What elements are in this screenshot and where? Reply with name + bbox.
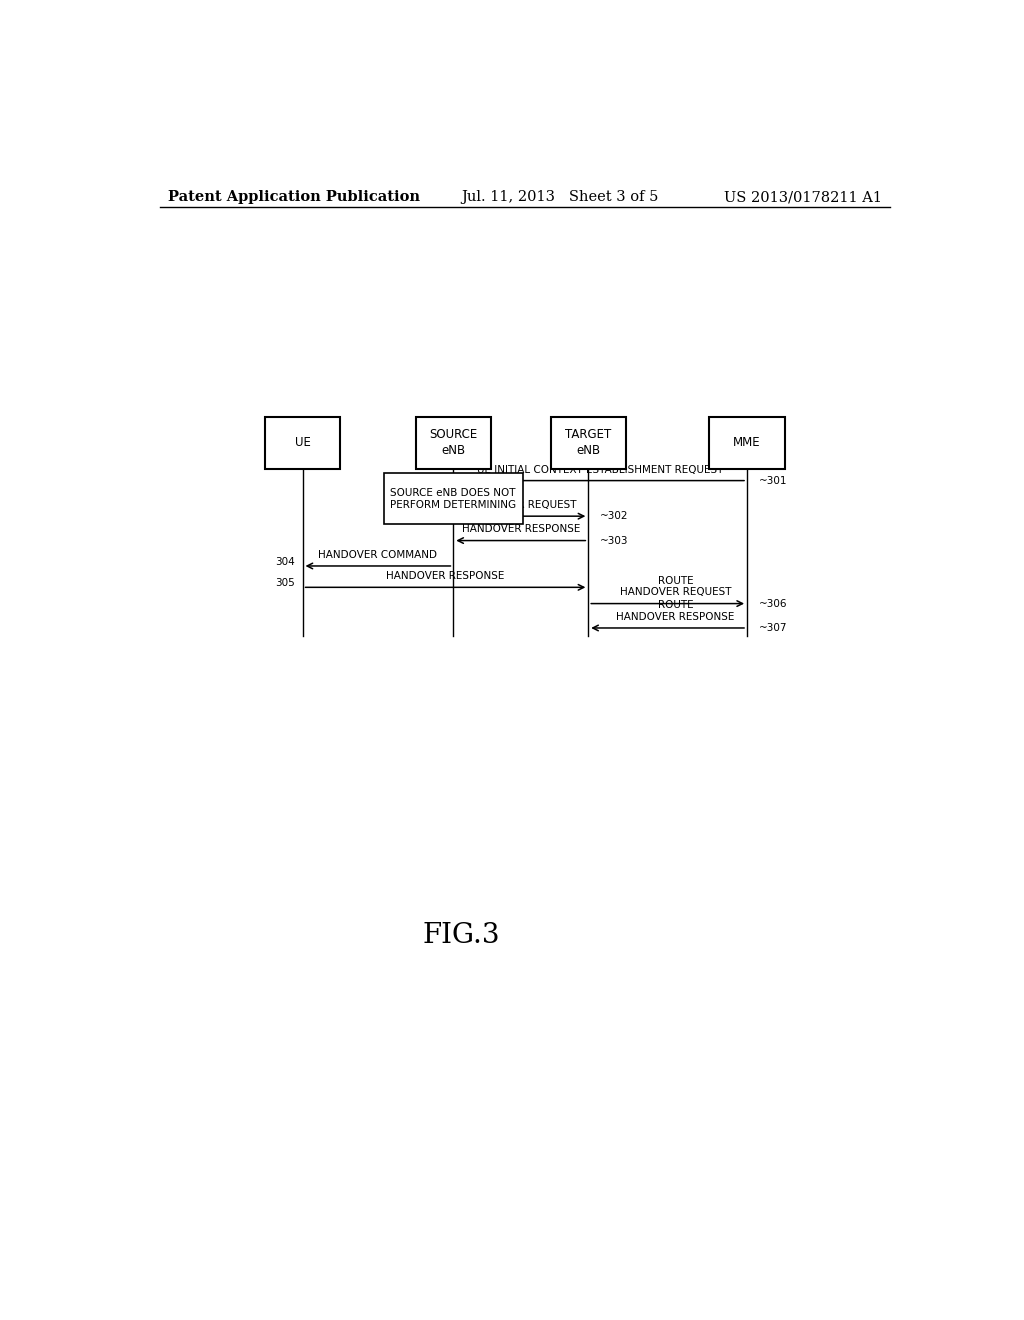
FancyBboxPatch shape <box>551 417 626 470</box>
Text: ~307: ~307 <box>759 623 787 634</box>
Text: ROUTE
HANDOVER RESPONSE: ROUTE HANDOVER RESPONSE <box>616 601 735 622</box>
Text: HANDOVER RESPONSE: HANDOVER RESPONSE <box>462 524 580 535</box>
Text: HANDOVER RESPONSE: HANDOVER RESPONSE <box>386 572 505 581</box>
Text: SOURCE eNB DOES NOT
PERFORM DETERMINING: SOURCE eNB DOES NOT PERFORM DETERMINING <box>390 487 516 510</box>
Text: HANDOVER COMMAND: HANDOVER COMMAND <box>318 550 437 560</box>
FancyBboxPatch shape <box>416 417 492 470</box>
Text: ROUTE
HANDOVER REQUEST: ROUTE HANDOVER REQUEST <box>620 576 731 598</box>
Text: SOURCE
eNB: SOURCE eNB <box>429 429 477 458</box>
Text: TARGET
eNB: TARGET eNB <box>565 429 611 458</box>
Text: Jul. 11, 2013   Sheet 3 of 5: Jul. 11, 2013 Sheet 3 of 5 <box>461 190 658 205</box>
FancyBboxPatch shape <box>265 417 340 470</box>
Text: MME: MME <box>733 437 761 450</box>
Text: 304: 304 <box>274 557 295 566</box>
FancyBboxPatch shape <box>710 417 784 470</box>
Text: UE INITIAL CONTEXT ESTABLISHMENT REQUEST: UE INITIAL CONTEXT ESTABLISHMENT REQUEST <box>477 465 723 474</box>
Text: HANDOVER REQUEST: HANDOVER REQUEST <box>465 500 577 510</box>
FancyBboxPatch shape <box>384 474 523 524</box>
Text: Patent Application Publication: Patent Application Publication <box>168 190 420 205</box>
Text: FIG.3: FIG.3 <box>423 923 500 949</box>
Text: ~303: ~303 <box>600 536 629 545</box>
Text: ~301: ~301 <box>759 475 787 486</box>
Text: 305: 305 <box>274 578 295 589</box>
Text: US 2013/0178211 A1: US 2013/0178211 A1 <box>724 190 882 205</box>
Text: UE: UE <box>295 437 310 450</box>
Text: ~306: ~306 <box>759 598 787 609</box>
Text: ~302: ~302 <box>600 511 629 521</box>
